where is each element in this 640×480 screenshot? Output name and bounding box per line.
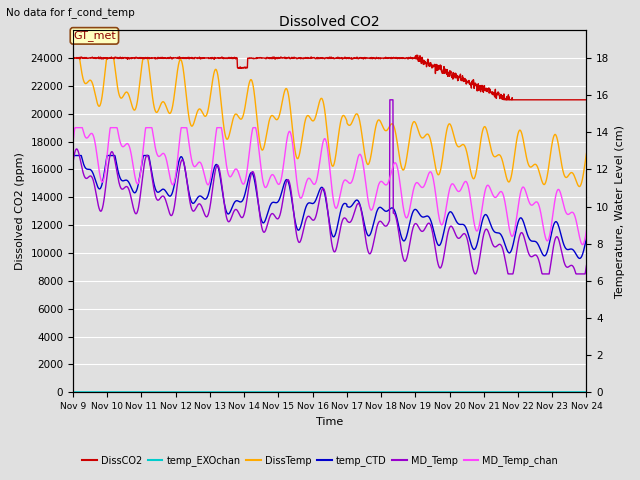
- Legend: DissCO2, temp_EXOchan, DissTemp, temp_CTD, MD_Temp, MD_Temp_chan: DissCO2, temp_EXOchan, DissTemp, temp_CT…: [78, 452, 562, 470]
- Y-axis label: Temperature, Water Level (cm): Temperature, Water Level (cm): [615, 125, 625, 298]
- Y-axis label: Dissolved CO2 (ppm): Dissolved CO2 (ppm): [15, 152, 25, 270]
- Title: Dissolved CO2: Dissolved CO2: [280, 15, 380, 29]
- Text: GT_met: GT_met: [73, 30, 116, 41]
- X-axis label: Time: Time: [316, 417, 344, 427]
- Text: No data for f_cond_temp: No data for f_cond_temp: [6, 7, 135, 18]
